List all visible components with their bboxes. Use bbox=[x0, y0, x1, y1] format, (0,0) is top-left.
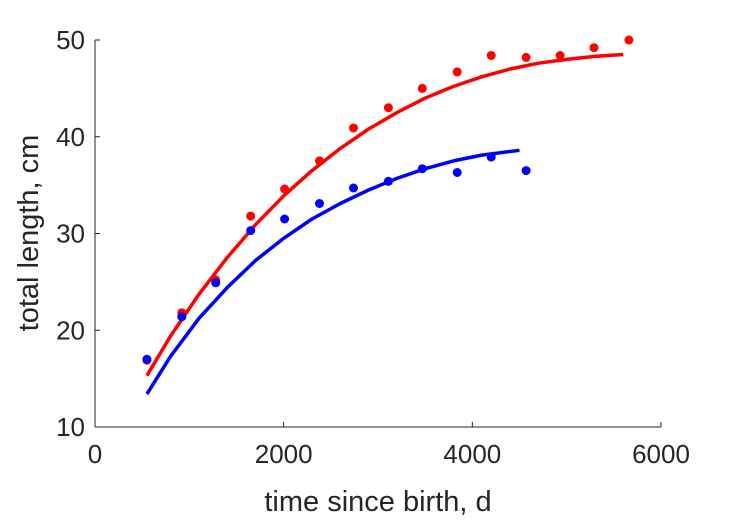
data-point bbox=[177, 312, 187, 322]
data-point bbox=[315, 156, 324, 166]
y-tick-label: 20 bbox=[56, 315, 85, 345]
data-point bbox=[417, 164, 427, 174]
data-point bbox=[280, 214, 290, 224]
fit-line bbox=[145, 52, 624, 377]
data-point bbox=[142, 354, 152, 364]
data-point bbox=[555, 51, 565, 60]
fit-line bbox=[145, 148, 520, 396]
data-point bbox=[383, 176, 393, 186]
series-1 bbox=[142, 148, 531, 396]
y-tick-label: 50 bbox=[56, 25, 85, 55]
data-point bbox=[417, 83, 427, 93]
data-point bbox=[349, 183, 358, 193]
data-point bbox=[486, 51, 496, 60]
data-point bbox=[452, 67, 462, 77]
data-point bbox=[521, 52, 531, 62]
plot-area bbox=[142, 35, 634, 396]
y-tick-label: 40 bbox=[56, 122, 85, 152]
data-point bbox=[211, 278, 221, 288]
x-tick-label: 6000 bbox=[632, 439, 690, 469]
data-point bbox=[349, 123, 358, 133]
x-axis-label: time since birth, d bbox=[264, 486, 491, 518]
axes bbox=[94, 40, 661, 428]
data-point bbox=[246, 211, 256, 221]
data-point bbox=[383, 103, 393, 113]
y-tick-label: 30 bbox=[56, 219, 85, 249]
data-point bbox=[315, 199, 324, 208]
data-point bbox=[521, 166, 531, 176]
x-tick-label: 2000 bbox=[255, 439, 313, 469]
data-point bbox=[452, 168, 462, 177]
data-point bbox=[486, 152, 496, 162]
x-tick-label: 0 bbox=[88, 439, 102, 469]
y-tick-label: 10 bbox=[56, 412, 85, 442]
x-tick-label: 4000 bbox=[443, 439, 501, 469]
data-point bbox=[246, 226, 256, 236]
data-point bbox=[280, 184, 290, 194]
data-point bbox=[589, 43, 599, 53]
data-point bbox=[624, 35, 634, 45]
ticks: 0 2000 4000 6000 10 20 30 40 50 bbox=[56, 25, 690, 469]
y-axis-label: total length, cm bbox=[13, 135, 45, 332]
series-0 bbox=[142, 35, 634, 377]
